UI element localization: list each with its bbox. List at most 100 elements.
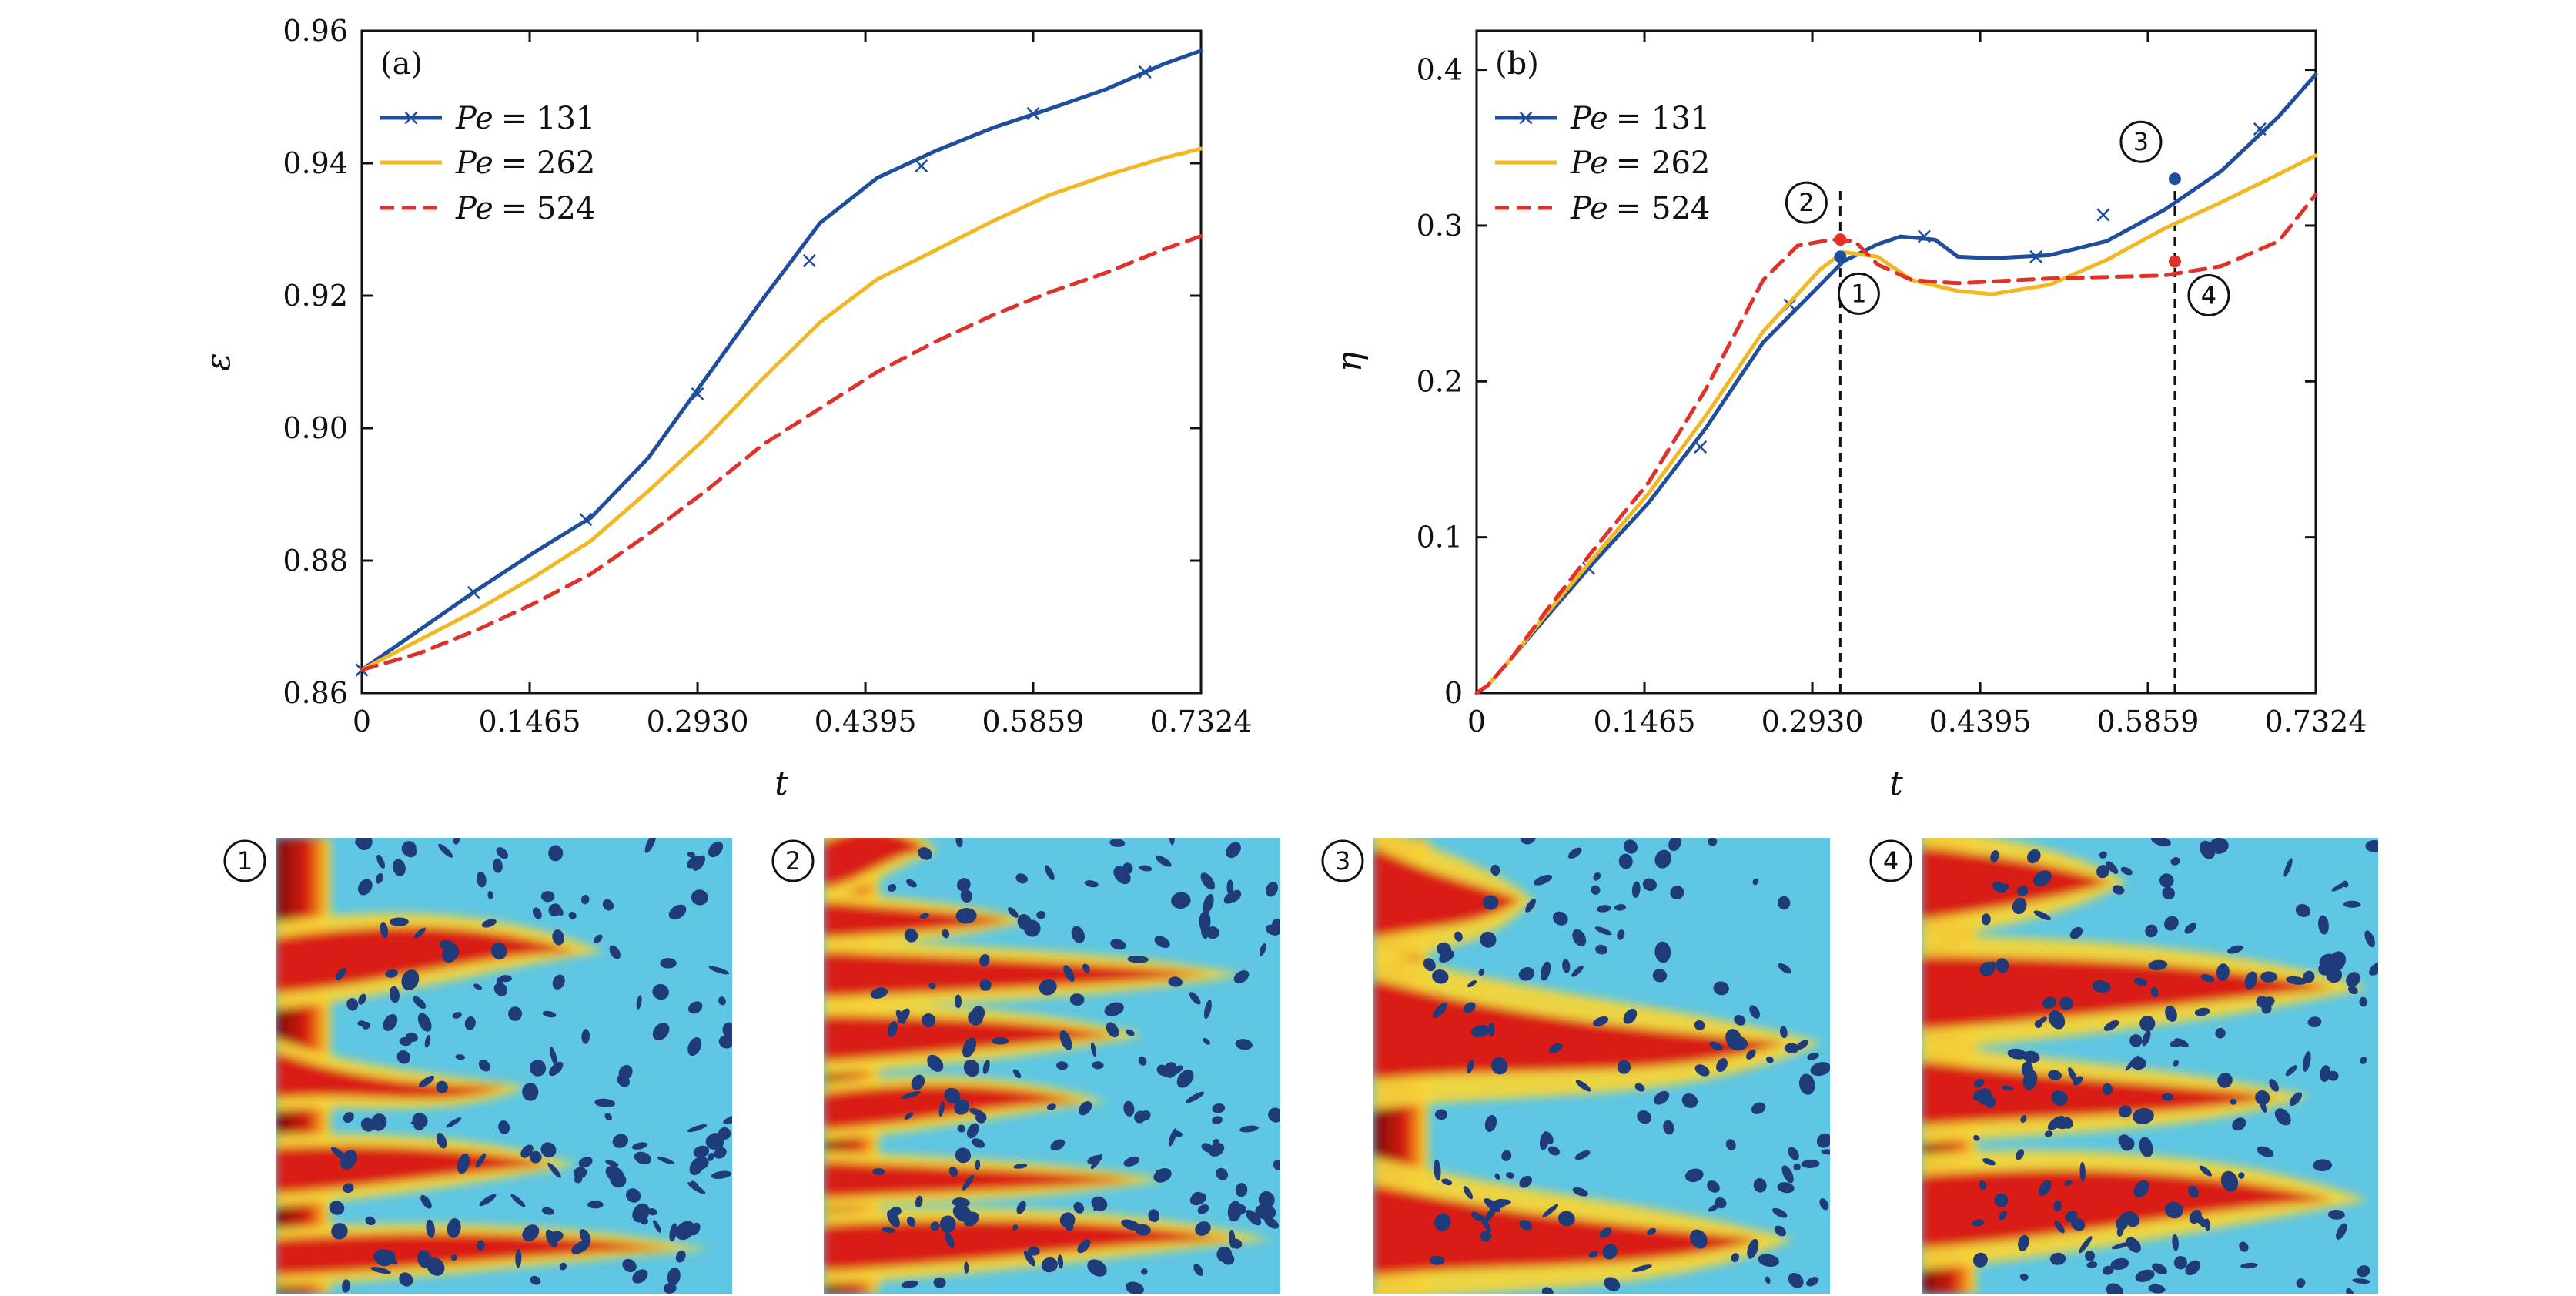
- finger-core: [276, 1052, 507, 1099]
- solid-grain: [1631, 1264, 1652, 1272]
- reaction-front: [1922, 838, 2370, 1294]
- solid-grain: [2139, 1137, 2153, 1157]
- solid-grain: [479, 1194, 497, 1207]
- solid-grain: [1707, 1180, 1720, 1193]
- solid-grain: [594, 934, 603, 943]
- solid-grain: [1491, 1198, 1507, 1209]
- solid-grain: [966, 1123, 979, 1139]
- solid-grain: [2126, 1237, 2141, 1253]
- solid-grain: [498, 1120, 510, 1134]
- solid-grain: [2320, 1065, 2331, 1082]
- solid-grain: [2343, 900, 2361, 908]
- solid-grain: [552, 929, 564, 946]
- solid-grain: [1484, 1114, 1497, 1132]
- solid-grain: [708, 966, 730, 975]
- solid-grain: [1463, 1002, 1476, 1013]
- solid-grain: [476, 871, 487, 888]
- series-lines-a: × × × × × × × ×: [352, 49, 1203, 683]
- solid-grain: [1552, 911, 1568, 926]
- solid-grain: [2099, 851, 2107, 859]
- solid-grain: [1063, 965, 1075, 982]
- solid-grain: [1772, 1207, 1788, 1218]
- solid-grain: [1264, 1217, 1280, 1229]
- solid-grain: [2020, 1114, 2027, 1124]
- snapshot-field-3: [1373, 838, 1830, 1294]
- solid-grain: [1801, 1159, 1820, 1168]
- solid-grain: [954, 1099, 970, 1115]
- solid-grain: [1765, 1276, 1771, 1284]
- solid-grain: [446, 1117, 462, 1128]
- solid-grain: [975, 1159, 981, 1170]
- solid-grain: [1212, 1103, 1226, 1113]
- solid-grain: [2185, 1260, 2201, 1275]
- data-point-x-marker-b: ×: [2026, 243, 2046, 270]
- solid-grain: [722, 1022, 732, 1039]
- solid-grain: [1995, 958, 2009, 973]
- solid-grain: [668, 904, 687, 920]
- solid-grain: [2348, 986, 2358, 995]
- solid-grain: [657, 1157, 675, 1165]
- solid-grain: [1572, 929, 1587, 947]
- solid-grain: [2165, 1005, 2177, 1022]
- solid-grain: [579, 1229, 591, 1244]
- solid-grain: [2227, 945, 2243, 954]
- solid-grain: [1046, 1103, 1056, 1110]
- solid-grain: [477, 1240, 485, 1251]
- solid-grain: [1547, 1146, 1561, 1156]
- solid-grain: [952, 1197, 970, 1207]
- solid-grain: [930, 1221, 940, 1231]
- x-tick-label-b: 0.7324: [2265, 705, 2367, 738]
- solid-grain: [2071, 1217, 2086, 1231]
- data-point-x-marker-a: ×: [1023, 100, 1042, 127]
- solid-grain: [1239, 1125, 1259, 1133]
- solid-grain: [594, 1098, 616, 1107]
- solid-grain: [1012, 1224, 1019, 1231]
- solid-grain: [522, 1224, 540, 1241]
- finger-core: [824, 901, 1013, 939]
- solid-grain: [1758, 1254, 1779, 1267]
- solid-grain: [1994, 1193, 2009, 1207]
- solid-grain: [622, 1258, 637, 1273]
- solid-grain: [1793, 1163, 1801, 1171]
- panel-label-a: (a): [380, 46, 423, 82]
- y-axis-label-b: η: [1330, 352, 1370, 372]
- solid-grain: [2022, 1070, 2038, 1090]
- solid-grain: [373, 1249, 390, 1264]
- x-axis-label-a: t: [774, 764, 788, 803]
- y-tick-label-a: 0.86: [283, 676, 348, 710]
- solid-grain: [1506, 1172, 1515, 1179]
- solid-grain: [711, 1170, 732, 1179]
- solid-grain: [634, 1151, 651, 1165]
- solid-grain: [2049, 1252, 2066, 1265]
- solid-grain: [1153, 1168, 1172, 1183]
- solid-grain: [2336, 1223, 2347, 1240]
- solid-grain: [2173, 1060, 2180, 1067]
- solid-grain: [609, 945, 621, 959]
- solid-grain: [1271, 918, 1280, 932]
- snapshot-badge-label-3: 3: [1335, 846, 1350, 876]
- solid-grain: [1163, 1065, 1184, 1078]
- solid-grain: [1631, 881, 1641, 898]
- solid-grain: [532, 907, 542, 919]
- solid-grain: [1104, 1002, 1124, 1016]
- solid-grain: [962, 1174, 975, 1191]
- solid-grain: [636, 995, 642, 1010]
- solid-grain: [1480, 1214, 1491, 1233]
- solid-grain: [413, 996, 427, 1010]
- solid-grain: [2257, 1146, 2274, 1157]
- solid-grain: [1999, 1211, 2007, 1221]
- solid-grain: [1520, 838, 1536, 845]
- solid-grain: [2022, 1050, 2040, 1063]
- solid-grain: [1541, 1287, 1554, 1294]
- solid-grain: [1567, 847, 1582, 859]
- solid-grain: [1082, 963, 1090, 973]
- legend-a: × Pe = 131 Pe = 262 Pe = 524: [380, 101, 595, 226]
- solid-grain: [1557, 1211, 1575, 1227]
- solid-grain: [979, 953, 990, 967]
- series-line-pe131-b: [1474, 72, 2318, 695]
- solid-grain: [1125, 1281, 1144, 1294]
- solid-grain: [1056, 1061, 1069, 1070]
- plot-frame-b: [1475, 29, 2317, 695]
- state-badge-label-1: 1: [1851, 279, 1866, 308]
- solid-grain: [692, 855, 706, 871]
